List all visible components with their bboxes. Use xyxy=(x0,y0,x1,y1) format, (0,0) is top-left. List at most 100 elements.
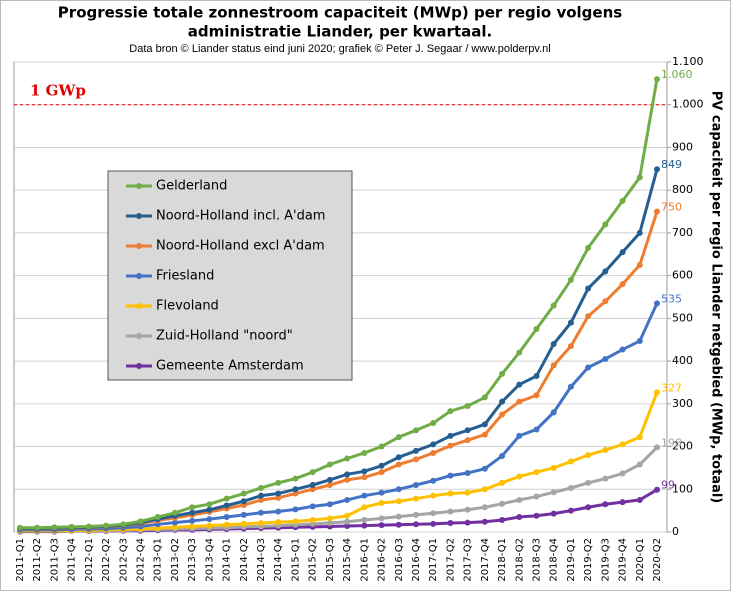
marker xyxy=(326,461,333,468)
legend-marker xyxy=(136,273,142,279)
marker xyxy=(412,521,419,528)
marker xyxy=(636,434,643,441)
x-tick-label: 2019-Q4 xyxy=(618,538,629,582)
chart-subtitle: Data bron © Liander status eind juni 202… xyxy=(129,43,550,55)
marker xyxy=(430,492,437,499)
marker xyxy=(654,208,660,215)
marker xyxy=(654,166,660,173)
marker xyxy=(636,261,643,268)
marker xyxy=(395,486,402,493)
marker xyxy=(395,498,402,505)
marker xyxy=(154,514,161,521)
marker xyxy=(533,373,540,380)
marker xyxy=(619,197,626,204)
x-tick-label: 2012-Q3 xyxy=(118,538,129,582)
x-tick-label: 2015-Q2 xyxy=(308,538,319,582)
legend-marker xyxy=(136,213,142,219)
marker xyxy=(361,449,368,456)
marker xyxy=(171,519,178,526)
marker xyxy=(412,482,419,488)
marker xyxy=(378,499,385,506)
y-tick-label: 700 xyxy=(672,226,693,239)
marker xyxy=(171,509,178,516)
marker xyxy=(585,504,592,511)
x-tick-label: 2015-Q3 xyxy=(325,538,336,582)
marker xyxy=(430,520,437,527)
y-tick-label: 100 xyxy=(672,482,693,495)
marker xyxy=(361,468,368,475)
marker xyxy=(206,506,213,513)
marker xyxy=(412,495,419,502)
x-tick-label: 2017-Q1 xyxy=(428,538,439,582)
x-tick-label: 2015-Q4 xyxy=(342,538,353,582)
marker xyxy=(636,461,643,468)
data-label: 535 xyxy=(661,292,682,305)
marker xyxy=(533,392,540,399)
marker xyxy=(464,519,471,526)
marker xyxy=(464,489,471,496)
marker xyxy=(447,472,454,479)
marker xyxy=(275,519,282,526)
marker xyxy=(275,494,282,501)
marker xyxy=(619,470,626,477)
marker xyxy=(585,452,592,459)
legend-label: Zuid-Holland "noord" xyxy=(156,329,293,344)
x-tick-label: 2015-Q1 xyxy=(290,538,301,582)
marker xyxy=(275,490,282,497)
marker xyxy=(533,512,540,519)
marker xyxy=(412,447,419,454)
marker xyxy=(585,479,592,486)
marker xyxy=(223,521,230,528)
marker xyxy=(51,524,58,531)
marker xyxy=(189,523,196,530)
marker xyxy=(430,449,437,456)
x-tick-label: 2017-Q3 xyxy=(463,538,474,582)
x-tick-label: 2014-Q2 xyxy=(239,538,250,582)
marker xyxy=(361,517,368,524)
data-label: 750 xyxy=(661,201,682,214)
marker xyxy=(619,281,626,288)
reference-label: 1 GWp xyxy=(30,82,86,100)
marker xyxy=(309,469,316,476)
marker xyxy=(516,349,523,356)
marker xyxy=(361,504,368,511)
marker xyxy=(567,484,574,491)
y-tick-label: 300 xyxy=(672,397,693,410)
marker xyxy=(120,521,127,528)
marker xyxy=(240,520,247,527)
legend-label: Noord-Holland excl A'dam xyxy=(156,239,325,254)
marker xyxy=(378,443,385,450)
marker xyxy=(292,486,299,493)
x-tick-label: 2016-Q3 xyxy=(394,538,405,582)
legend-marker xyxy=(136,183,142,189)
data-label: 1.060 xyxy=(661,68,693,81)
y-tick-label: 500 xyxy=(672,311,693,324)
x-tick-label: 2014-Q4 xyxy=(273,538,284,582)
marker xyxy=(499,411,506,418)
x-tick-label: 2011-Q3 xyxy=(49,538,60,582)
data-label: 327 xyxy=(661,381,682,394)
legend-label: Noord-Holland incl. A'dam xyxy=(156,209,325,224)
marker xyxy=(344,496,351,503)
marker xyxy=(602,268,609,275)
marker xyxy=(499,517,506,524)
marker xyxy=(223,514,230,521)
marker xyxy=(171,524,178,531)
marker xyxy=(602,355,609,362)
marker xyxy=(85,523,92,530)
marker xyxy=(275,479,282,486)
marker xyxy=(550,489,557,496)
y-tick-label: 1.100 xyxy=(672,55,704,68)
marker xyxy=(361,474,368,481)
legend-label: Gemeente Amsterdam xyxy=(156,359,304,374)
marker xyxy=(499,500,506,507)
marker xyxy=(567,507,574,514)
marker xyxy=(533,469,540,476)
marker xyxy=(430,477,437,484)
marker xyxy=(430,510,437,517)
y-tick-label: 900 xyxy=(672,140,693,153)
x-tick-label: 2013-Q2 xyxy=(170,538,181,582)
data-label: 198 xyxy=(661,436,682,449)
marker xyxy=(481,518,488,525)
marker xyxy=(481,486,488,493)
